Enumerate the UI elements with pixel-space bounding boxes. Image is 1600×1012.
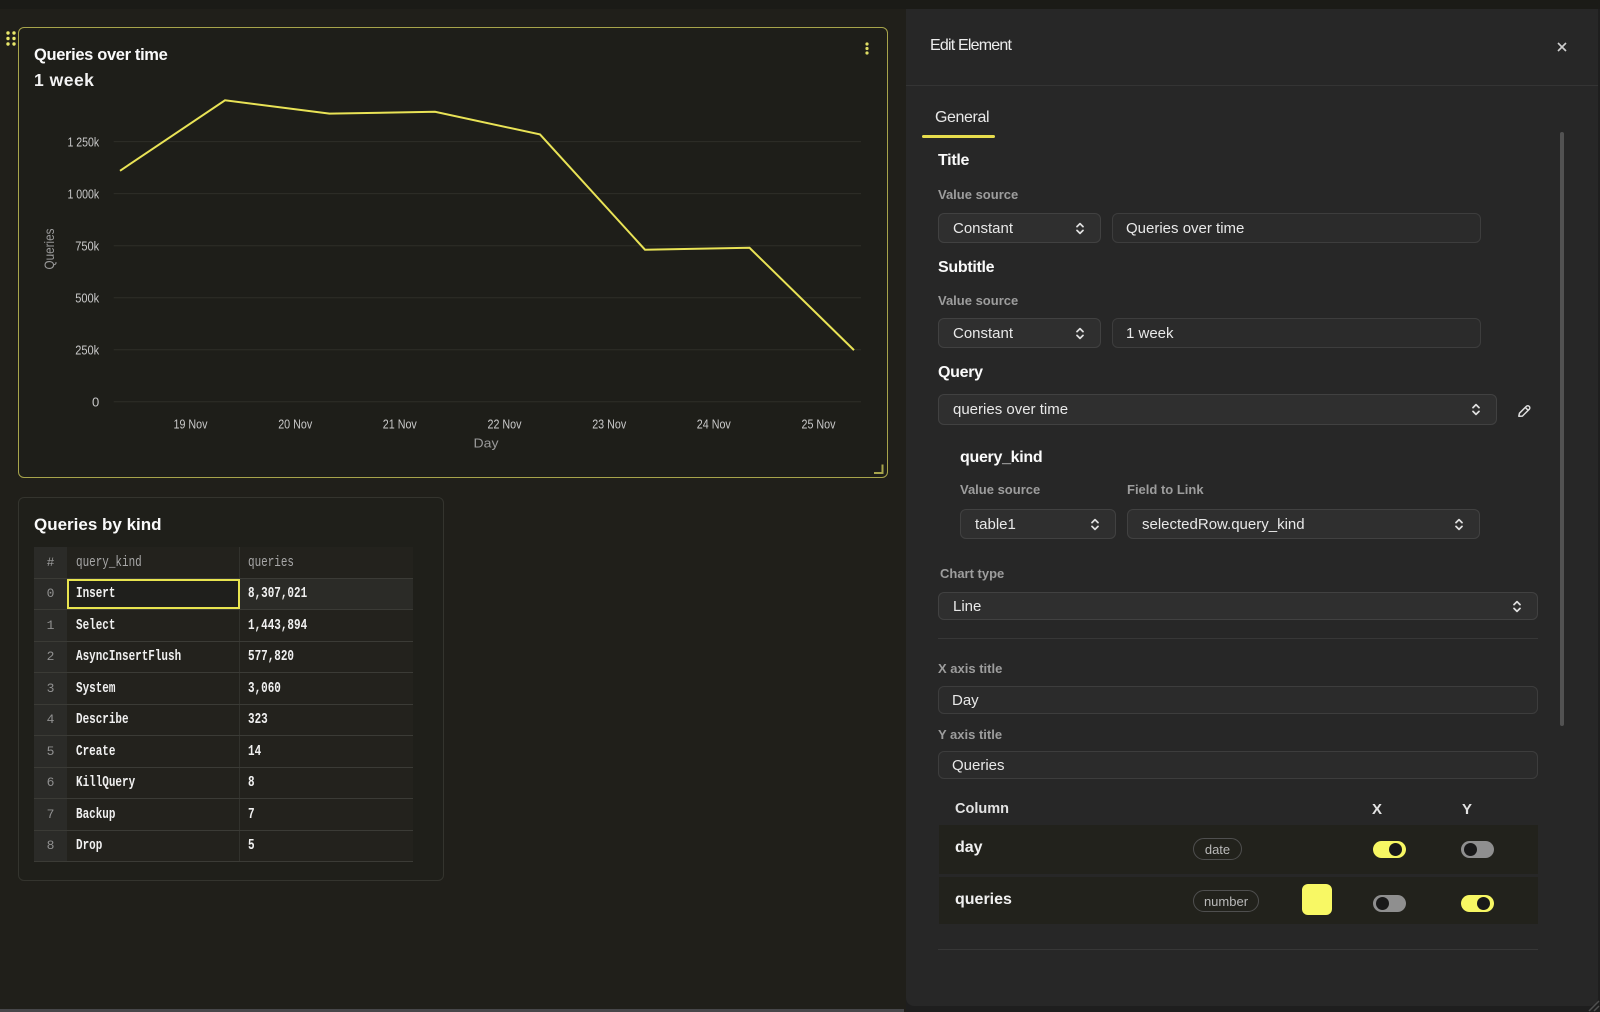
svg-text:Day: Day (474, 436, 500, 451)
svg-text:500k: 500k (75, 290, 99, 305)
svg-text:20 Nov: 20 Nov (278, 417, 313, 431)
svg-text:1 250k: 1 250k (68, 134, 100, 149)
svg-text:750k: 750k (75, 238, 99, 253)
svg-text:1 000k: 1 000k (68, 186, 100, 201)
svg-text:23 Nov: 23 Nov (592, 417, 627, 431)
svg-text:24 Nov: 24 Nov (697, 417, 732, 431)
svg-text:0: 0 (92, 395, 99, 410)
svg-text:25 Nov: 25 Nov (802, 417, 837, 431)
svg-text:Queries: Queries (42, 228, 57, 269)
svg-text:21 Nov: 21 Nov (383, 417, 418, 431)
svg-text:22 Nov: 22 Nov (488, 417, 523, 431)
svg-text:250k: 250k (75, 343, 99, 358)
svg-text:19 Nov: 19 Nov (174, 417, 209, 431)
